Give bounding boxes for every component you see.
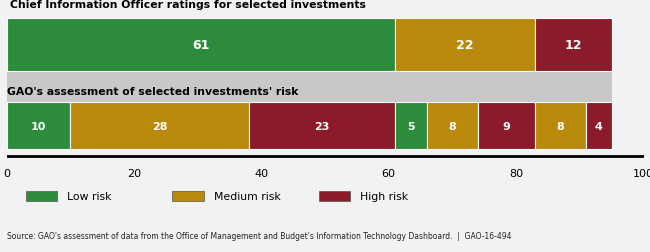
Bar — [6, 19, 395, 72]
Polygon shape — [6, 72, 395, 103]
Bar — [6, 103, 70, 149]
Text: 12: 12 — [565, 39, 582, 52]
Text: 8: 8 — [448, 121, 456, 131]
Text: 0: 0 — [3, 168, 10, 178]
Text: GAO's assessment of selected investments' risk: GAO's assessment of selected investments… — [6, 86, 298, 96]
Bar — [395, 103, 427, 149]
Text: 9: 9 — [502, 121, 510, 131]
Bar — [478, 103, 535, 149]
Text: Source: GAO's assessment of data from the Office of Management and Budget's Info: Source: GAO's assessment of data from th… — [6, 231, 511, 240]
Bar — [70, 103, 248, 149]
Text: 28: 28 — [151, 121, 167, 131]
Text: 20: 20 — [127, 168, 141, 178]
Bar — [172, 191, 204, 202]
Text: Chief Information Officer ratings for selected investments: Chief Information Officer ratings for se… — [10, 0, 365, 10]
Bar — [248, 103, 395, 149]
Text: 5: 5 — [407, 121, 415, 131]
Text: 8: 8 — [557, 121, 565, 131]
Text: 40: 40 — [254, 168, 268, 178]
Text: 22: 22 — [456, 39, 474, 52]
Text: 4: 4 — [595, 121, 603, 131]
Text: 60: 60 — [382, 168, 396, 178]
Bar — [427, 103, 478, 149]
Text: Medium risk: Medium risk — [213, 192, 280, 201]
Text: 100: 100 — [633, 168, 650, 178]
Bar — [25, 191, 57, 202]
Text: Low risk: Low risk — [67, 192, 112, 201]
Bar — [535, 19, 612, 72]
Text: High risk: High risk — [360, 192, 408, 201]
Text: 23: 23 — [314, 121, 330, 131]
Bar — [318, 191, 350, 202]
Polygon shape — [535, 72, 612, 103]
Bar — [535, 103, 586, 149]
Text: 61: 61 — [192, 39, 209, 52]
Polygon shape — [395, 72, 535, 103]
Text: 10: 10 — [31, 121, 46, 131]
Text: 80: 80 — [509, 168, 523, 178]
Bar — [586, 103, 612, 149]
Bar — [395, 19, 535, 72]
